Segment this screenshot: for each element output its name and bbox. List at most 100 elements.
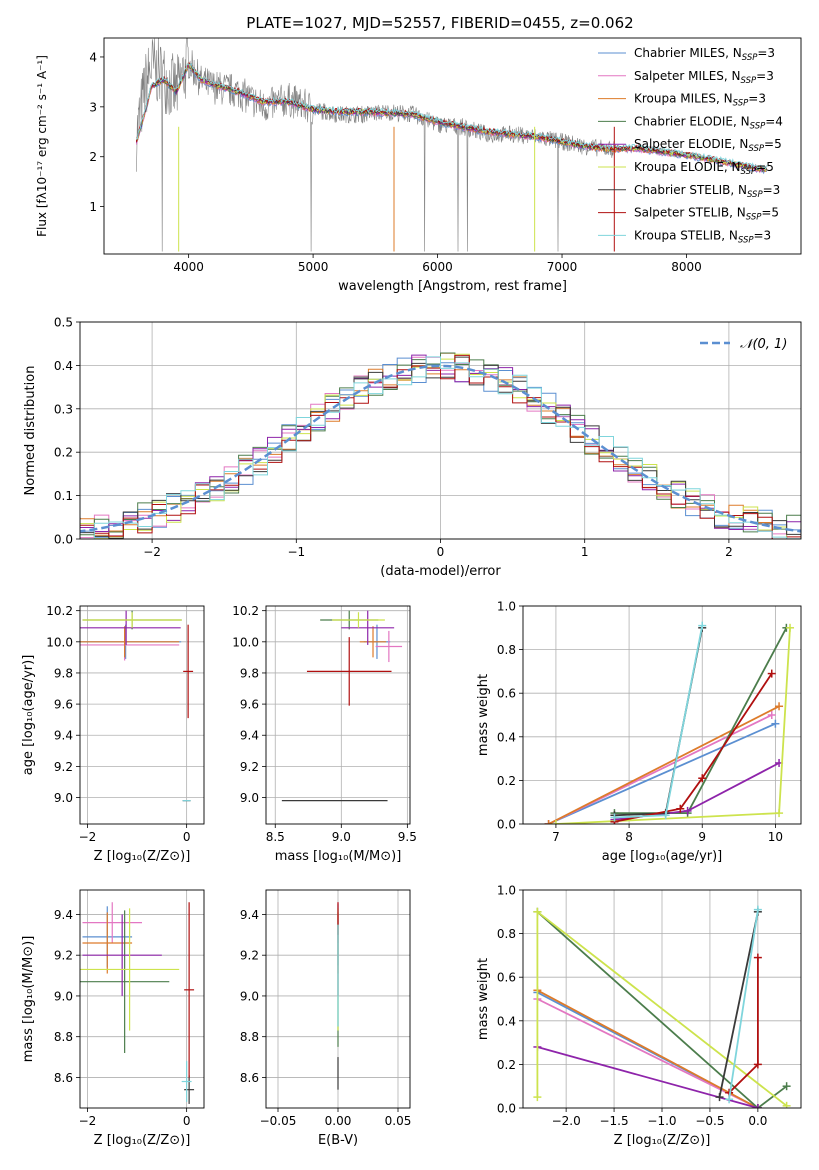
y-axis-label: age [log₁₀(age/yr)] [21,655,36,776]
histogram-series [80,356,801,539]
weight-series-line [536,911,788,1108]
y-tick-label: 0.2 [54,446,73,460]
legend-label-suffix: =5 [764,137,782,151]
y-tick-label: 9.0 [240,791,259,805]
y-tick-label: 9.8 [240,666,259,680]
x-axis-label: (data-model)/error [380,564,501,579]
y-tick-label: 9.0 [240,989,259,1003]
y-tick-label: 2 [89,150,97,164]
mass-vs-metallicity-panel: −2 0 8.6 8.8 9.0 9.2 9.4 Z [log₁₀(Z/Z⊙)] mass [l… [21,889,205,1148]
x-axis-label: Z [log₁₀(Z/Z⊙)] [614,1133,711,1148]
x-axis-label: mass [log₁₀(M/M⊙)] [275,849,402,864]
x-axis-label: Z [log₁₀(Z/Z⊙)] [94,849,191,864]
y-tick-label: 8.8 [240,1030,259,1044]
x-tick-label: −2 [79,1114,97,1128]
legend-label-subscript: SSP [750,121,766,131]
y-tick-label: 8.8 [54,1030,73,1044]
x-tick-label: −1.5 [599,1114,628,1128]
y-tick-label: 0.4 [497,730,516,744]
x-tick-label: 10 [768,830,783,844]
y-tick-label: 8.6 [54,1071,73,1085]
residuals-panel: −2 −1 0 1 2 0.0 0.1 0.2 0.3 0.4 0.5 (data-model)/er… [23,316,802,579]
weight-series-line [555,627,791,824]
y-tick-label: 9.2 [54,949,73,963]
y-tick-label: 9.6 [240,698,259,712]
x-tick-label: −1 [287,545,305,559]
legend-label: Kroupa ELODIE, NSSP=5 [634,160,774,177]
y-tick-label: 1 [89,200,97,214]
y-tick-label: 9.4 [240,908,259,922]
y-tick-label: 0.0 [497,818,516,832]
axes-frame [522,889,802,1109]
axes-frame [79,605,205,825]
x-tick-label: −0.5 [695,1114,724,1128]
x-tick-label: −0.05 [260,1114,297,1128]
y-tick-label: 0.0 [497,1102,516,1116]
y-tick-label: 0.3 [54,402,73,416]
histogram-plot-area [80,352,801,539]
legend-label-subscript: SSP [741,76,757,86]
x-tick-label: 0.00 [325,1114,352,1128]
legend-label-suffix: =5 [756,160,774,174]
legend-label-subscript: SSP [747,190,763,200]
legend-label: Kroupa STELIB, NSSP=3 [634,228,771,245]
x-tick-label: 0.0 [748,1114,767,1128]
y-axis-label: mass weight [476,674,491,756]
mass-vs-ebv-panel: −0.05 0.00 0.05 8.6 8.8 9.0 9.2 9.4 E(B-V) [240,889,412,1148]
x-tick-label: −2 [143,545,161,559]
legend-label-suffix: =3 [748,92,766,106]
legend-label: Chabrier ELODIE, NSSP=4 [634,114,783,131]
weight-vs-metallicity-panel: −2.0 −1.5 −1.0 −0.5 0.0 0.0 0.2 0.4 0.6 0.8 1.0 Z [… [476,884,802,1148]
y-tick-label: 9.2 [240,949,259,963]
y-axis-label: Normed distribution [23,366,38,496]
axes-frame [522,605,802,825]
observed-spectrum-line [136,38,615,252]
axes-frame [103,37,802,255]
y-tick-label: 0.2 [497,774,516,788]
y-tick-label: 9.2 [54,760,73,774]
legend-label-subscript: SSP [748,144,764,154]
y-tick-label: 0.8 [497,643,516,657]
y-tick-label: 0.2 [497,1058,516,1072]
y-tick-label: 10.0 [232,635,259,649]
y-tick-label: 1.0 [497,600,516,614]
y-tick-label: 9.0 [54,791,73,805]
axes-frame [265,889,411,1109]
y-tick-label: 9.4 [240,729,259,743]
y-tick-label: 4 [89,50,97,64]
axes-frame [79,321,802,540]
legend-label: Chabrier MILES, NSSP=3 [634,46,775,63]
legend-label-suffix: =3 [757,46,775,60]
legend-label-suffix: =3 [756,69,774,83]
y-tick-label: 0.5 [54,316,73,330]
legend-label-subscript: SSP [742,53,758,63]
x-tick-label: 4000 [173,260,204,274]
legend-label-subscript: SSP [733,99,749,109]
x-tick-label: 9.0 [332,830,351,844]
y-tick-label: 9.4 [54,729,73,743]
weight-series-line [614,762,780,821]
weight-series-line [548,722,776,824]
legend-label: Chabrier STELIB, NSSP=3 [634,183,780,200]
y-tick-label: 0.4 [497,1014,516,1028]
spectrum-plot-area [135,38,768,252]
y-tick-label: 0.8 [497,927,516,941]
x-axis-label: Z [log₁₀(Z/Z⊙)] [94,1133,191,1148]
legend-label-suffix: =3 [763,183,781,197]
x-tick-label: 2 [725,545,733,559]
age-vs-metallicity-panel: −2 0 9.0 9.2 9.4 9.6 9.8 10.0 10.2 Z [log₁₀(Z/Z⊙)… [21,604,205,864]
y-axis-label: mass [log₁₀(M/M⊙)] [21,936,36,1063]
legend-label-suffix: =4 [765,114,783,128]
weight-vs-age-panel: 7 8 9 10 0.0 0.2 0.4 0.6 0.8 1.0 age [log₁₀(age/yr… [476,600,802,864]
legend-label-subscript: SSP [746,213,762,223]
axes-frame [79,889,205,1109]
weight-series-line [537,998,759,1108]
y-axis-label: Flux [fλ10⁻¹⁷ erg cm⁻² s⁻¹ A⁻¹] [35,55,49,237]
axes-frame [265,605,411,825]
y-tick-label: 3 [89,100,97,114]
weight-series-line [728,909,759,1100]
y-tick-label: 0.6 [497,687,516,701]
x-axis-label: age [log₁₀(age/yr)] [602,849,723,864]
x-tick-label: 0.05 [385,1114,412,1128]
x-tick-label: −2.0 [552,1114,581,1128]
